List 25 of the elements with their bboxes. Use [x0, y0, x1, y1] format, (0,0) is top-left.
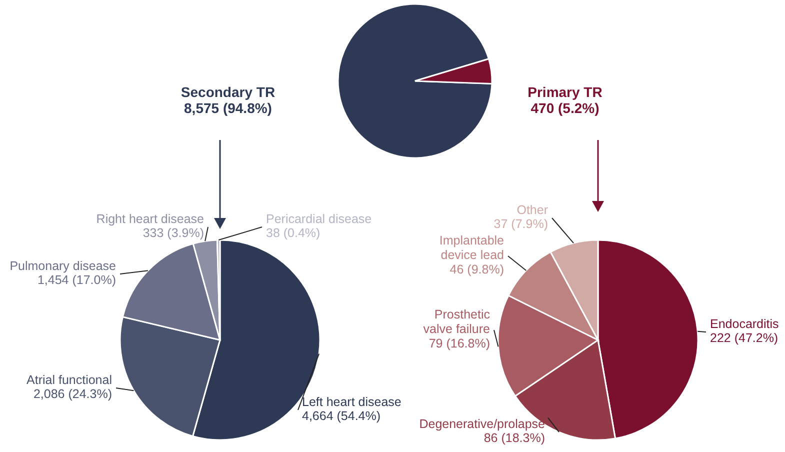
data-label: 8,575 (94.8%): [184, 100, 272, 116]
data-label: 470 (5.2%): [530, 100, 600, 116]
slice-label: Atrial functional: [26, 373, 112, 388]
data-label: 86 (18.3%): [484, 431, 545, 446]
slice-label: Endocarditis: [710, 317, 779, 332]
data-label: 37 (7.9%): [494, 217, 548, 232]
data-label: 4,664 (54.4%): [302, 409, 381, 424]
data-label: 333 (3.9%): [142, 226, 204, 240]
data-label: 46 (9.8%): [450, 262, 504, 277]
slice-label: Prosthetic valve failure: [423, 308, 490, 336]
data-label: 79 (16.8%): [428, 336, 490, 351]
pie-slice: [337, 3, 493, 159]
data-label: 222 (47.2%): [710, 331, 778, 346]
slice-label: Implantable device lead: [439, 234, 504, 262]
slice-label: Pericardial disease: [266, 212, 372, 226]
slice-label: Primary TR: [528, 84, 602, 100]
slice-label: Secondary TR: [180, 84, 276, 100]
slice-label: Degenerative/prolapse: [419, 417, 546, 432]
slice-label: Right heart disease: [96, 212, 204, 226]
slice-label: Left heart disease: [302, 395, 402, 410]
slice-label: Other: [516, 203, 548, 218]
data-label: 2,086 (24.3%): [33, 387, 112, 402]
slice-label: Pulmonary disease: [10, 259, 116, 274]
data-label: 1,454 (17.0%): [37, 273, 116, 288]
data-label: 38 (0.4%): [266, 226, 320, 240]
